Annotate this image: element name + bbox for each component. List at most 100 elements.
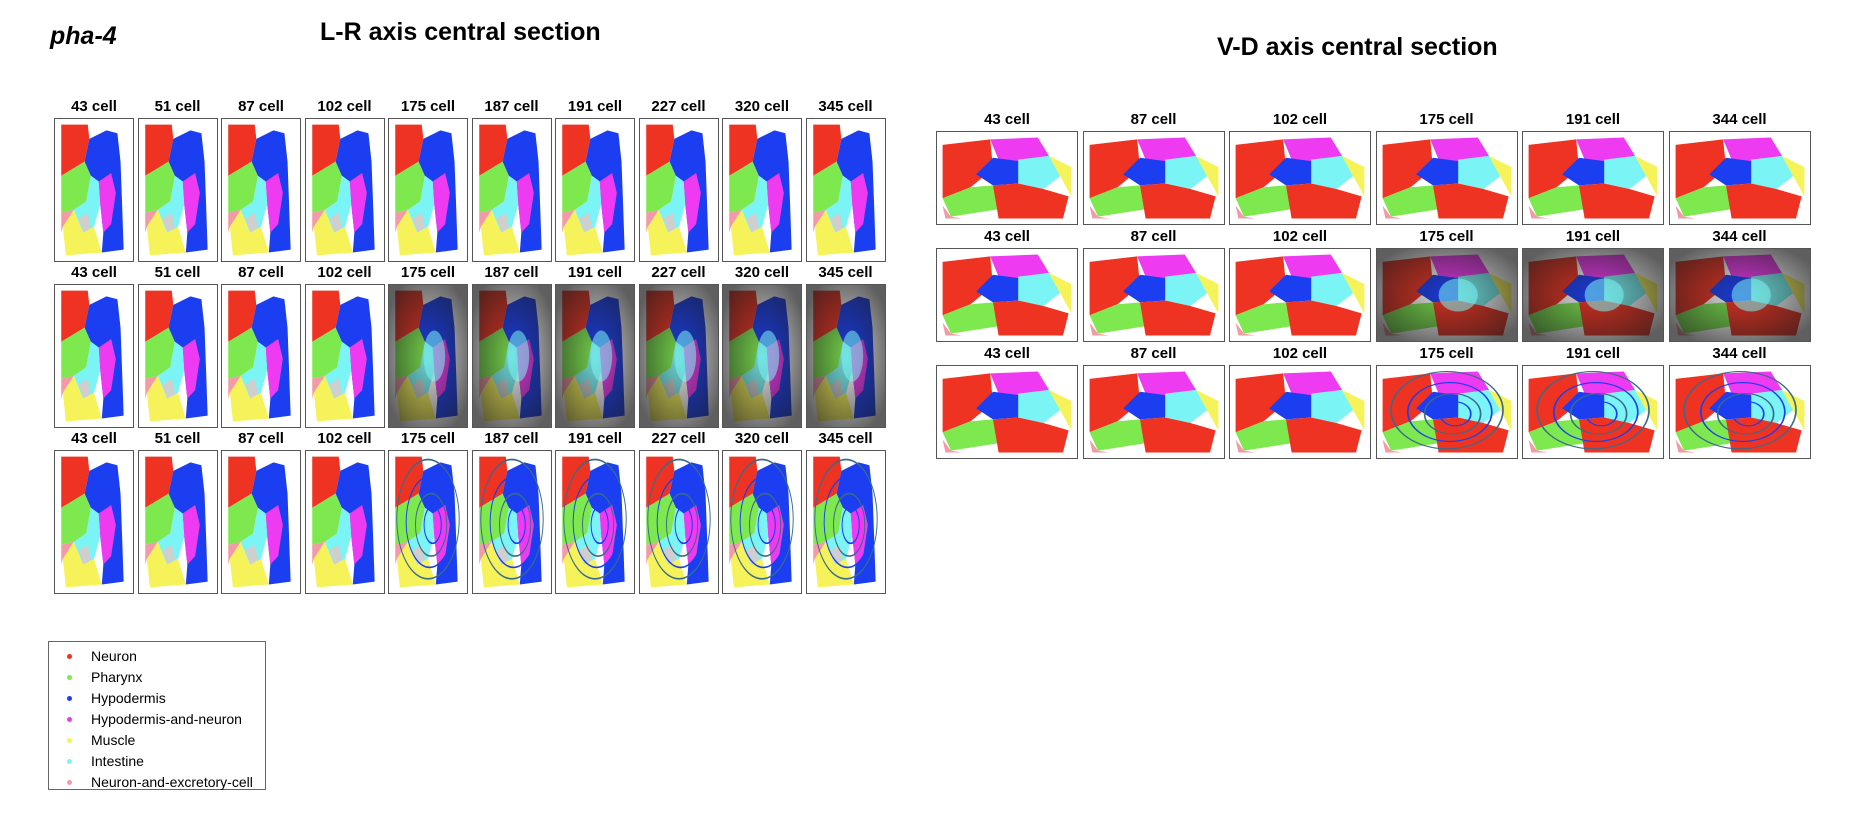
cell-region [1675,373,1726,433]
cell-region [62,375,102,422]
cell-region [349,504,367,565]
section-panel: 175 cell [388,430,468,594]
cell-region [1089,419,1146,451]
panel-frame [805,450,886,594]
cell-region [729,124,758,176]
expression-highlight [1731,278,1771,312]
contour-line [1731,401,1765,427]
cell-region [311,456,340,508]
contour-line [1423,393,1481,435]
panel-label: 43 cell [984,111,1030,128]
expression-highlight [673,330,696,382]
embryo-section [942,371,1072,453]
cell-region [1235,256,1286,316]
contour-line [572,475,621,569]
cell-region [1164,389,1207,424]
cell-region [395,124,424,176]
cell-region [311,124,340,176]
legend-marker [67,717,72,722]
embryo-section [472,285,551,427]
cell-region [1136,254,1196,279]
legend-item-neuron: Neuron [49,646,265,667]
cell-region [1604,155,1647,190]
embryo-section [562,124,625,256]
legend-item-muscle: Muscle [49,730,265,751]
cell-region [395,209,408,233]
cell-region [146,541,186,588]
embryo-section [61,456,124,588]
cell-region [1139,183,1216,219]
contour-line [749,492,782,557]
embryo-section [1675,370,1804,453]
cell-region [850,504,868,565]
cell-region [1089,373,1140,433]
cell-region [265,338,283,399]
panel-label: 344 cell [1712,345,1767,362]
cell-region [993,417,1069,453]
section-panel: 87 cell [1082,228,1225,342]
cell-region [1457,155,1500,190]
section-panel: 344 cell [1668,345,1811,459]
cell-region [1382,205,1402,219]
panel-frame [54,450,134,594]
embryo-section [1523,249,1663,341]
cell-region [1136,137,1196,162]
legend-marker [67,696,72,701]
embryo-section [645,456,711,588]
section-panel: 227 cell [638,264,719,428]
cell-region [976,157,1021,186]
cell-region [1415,391,1461,420]
cell-region [1382,139,1433,199]
cell-region [478,541,492,565]
panel-label: 87 cell [1130,111,1177,128]
cell-region [395,541,408,565]
cell-region [61,290,90,342]
panel-frame [555,118,635,262]
cell-region [311,327,342,379]
contour-line [665,492,698,557]
cell-region [1286,300,1362,336]
legend-marker [67,759,72,764]
cell-region [812,209,826,233]
panel-frame [638,284,719,428]
embryo-section [806,285,885,427]
cell-region [1382,439,1402,453]
contour-line [656,475,704,569]
panel-frame [1668,365,1811,459]
embryo-section [562,456,627,588]
panel-label: 187 cell [484,264,539,281]
section-panel: 102 cell [304,264,385,428]
expression-highlight [1438,278,1478,312]
panel-frame [638,118,719,262]
cell-region [1018,155,1061,190]
contour-line [832,492,865,557]
cell-region [645,493,676,545]
cell-region [1562,157,1607,186]
panel-frame [471,118,552,262]
lr-section-title: L-R axis central section [320,18,601,46]
embryo-section [1089,371,1218,453]
panel-label: 43 cell [984,228,1030,245]
embryo-section [942,254,1072,336]
cell-region [942,139,993,199]
panel-label: 175 cell [400,264,456,281]
cell-region [1164,272,1207,307]
cell-region [993,300,1069,336]
legend-item-intestine: Intestine [49,751,265,772]
panel-frame [722,118,802,262]
cell-region [645,124,674,176]
cell-region [1269,157,1314,186]
contour-line [396,458,460,580]
cell-region [228,209,241,233]
section-panel: 320 cell [722,98,802,262]
cell-region [395,161,425,213]
panel-frame [805,118,886,262]
panel-frame [137,450,218,594]
panel-label: 191 cell [567,264,623,281]
embryo-section [61,124,124,256]
cell-region [562,124,591,176]
cell-region [645,161,676,213]
cell-region [396,209,436,256]
panel-frame [1375,131,1518,225]
section-panel: 344 cell [1668,228,1811,342]
